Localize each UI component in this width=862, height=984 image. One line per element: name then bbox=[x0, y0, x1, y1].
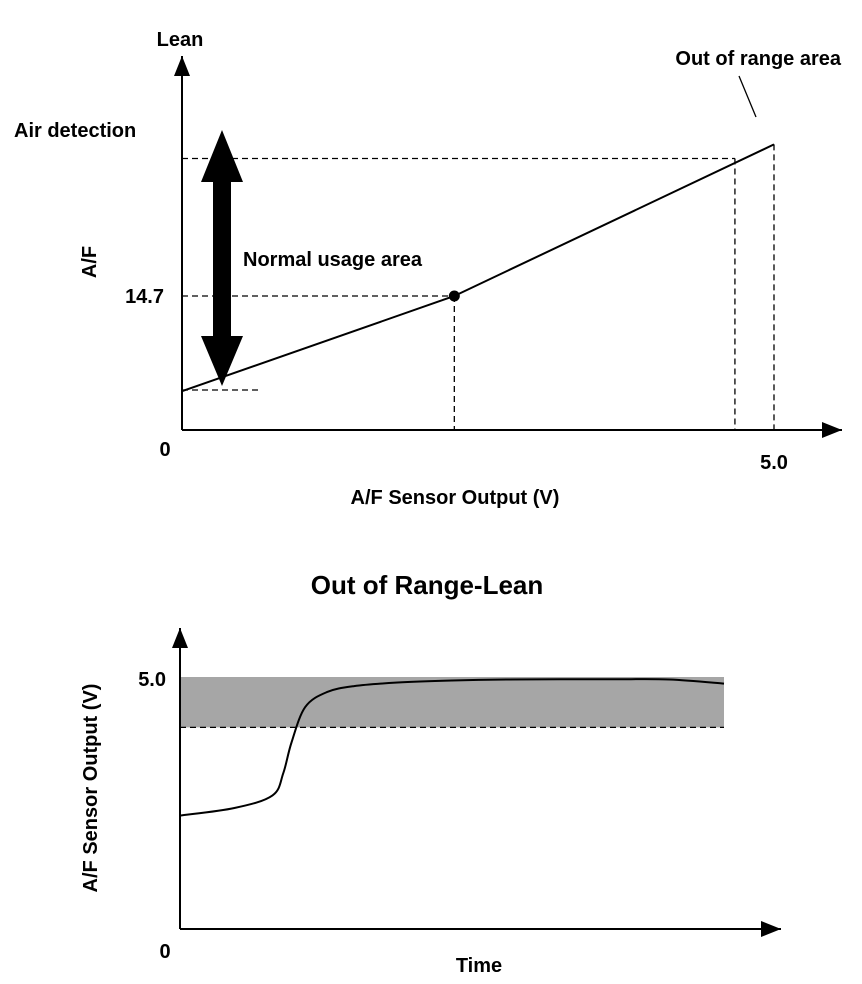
chart2-output-curve bbox=[179, 678, 725, 817]
out-of-range-label: Out of range area bbox=[675, 48, 841, 70]
normal-usage-label: Normal usage area bbox=[243, 249, 423, 271]
chart-1: Lean Air detection Out of range area A/F… bbox=[14, 29, 842, 509]
chart1-y-axis-label: A/F bbox=[79, 246, 101, 278]
chart-2: Out of Range-Lean 5.0 A/F Sensor Output … bbox=[80, 570, 781, 977]
chart2-y-tick-5: 5.0 bbox=[138, 669, 166, 691]
chart1-origin-label: 0 bbox=[159, 439, 170, 461]
out-of-range-band bbox=[180, 677, 724, 728]
chart1-x-tick-5: 5.0 bbox=[760, 452, 788, 474]
chart2-x-axis-label: Time bbox=[456, 955, 502, 977]
chart2-origin-label: 0 bbox=[159, 941, 170, 963]
chart1-y-tick-147: 14.7 bbox=[125, 286, 164, 308]
chart1-y-top-label: Lean bbox=[157, 29, 204, 51]
normal-usage-arrow bbox=[201, 130, 243, 386]
air-detection-label: Air detection bbox=[14, 120, 136, 142]
chart2-title: Out of Range-Lean bbox=[311, 570, 544, 600]
out-of-range-leader bbox=[738, 75, 757, 118]
chart1-147-point bbox=[448, 290, 460, 302]
chart1-x-axis-label: A/F Sensor Output (V) bbox=[351, 487, 560, 509]
chart2-y-axis-label: A/F Sensor Output (V) bbox=[80, 684, 102, 893]
